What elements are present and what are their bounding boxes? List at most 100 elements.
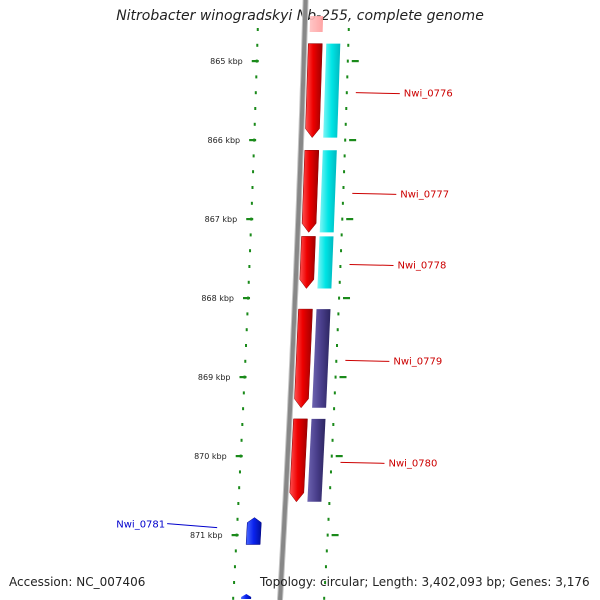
ruler-dot-right [346, 59, 349, 63]
tick-mark [246, 218, 254, 221]
ruler-dot-left [247, 280, 250, 284]
ruler-dot-left [256, 43, 259, 47]
tick-label: 871 kbp [190, 531, 223, 540]
tick-mark [243, 297, 251, 300]
ruler-dot-right [345, 91, 348, 95]
tick-mark-right [339, 376, 347, 379]
ruler-dot-left [254, 107, 257, 110]
ruler-dot-right [346, 75, 349, 79]
tick-mark [235, 455, 243, 458]
gene-arrow[interactable] [305, 43, 323, 139]
ruler-dot-left [249, 249, 252, 253]
ruler-dot-right [343, 154, 346, 158]
ruler-dot-right [332, 423, 335, 426]
ruler-dot-right [336, 344, 339, 347]
tick-mark [231, 534, 239, 537]
ruler-dot-right [328, 502, 331, 505]
ruler-dot-right [340, 233, 343, 237]
ruler-dot-left [237, 502, 240, 505]
ruler-dot-left [233, 581, 236, 584]
ruler-dot-right [326, 533, 329, 537]
ruler-dot-right [324, 581, 327, 584]
ruler-dot-left [238, 486, 241, 490]
ruler-dot-left [242, 391, 245, 395]
tick-label: 865 kbp [210, 57, 243, 66]
tick-label: 870 kbp [194, 452, 227, 461]
ruler-dot-right [334, 375, 337, 379]
ruler-dot-right [344, 138, 347, 142]
tick-label: 866 kbp [208, 136, 241, 145]
tick-label: 867 kbp [205, 215, 238, 224]
ruler-dot-right [341, 201, 344, 205]
ruler-dot-left [242, 407, 245, 411]
ruler-dot-left [232, 596, 235, 600]
tick-label: 869 kbp [198, 373, 231, 382]
topology-text: Topology: circular; Length: 3,402,093 bp… [260, 575, 590, 589]
gene-connector [349, 263, 394, 266]
ruler-dot-right [329, 470, 332, 474]
accession-text: Accession: NC_007406 [9, 575, 146, 589]
tick-mark [249, 139, 257, 142]
gene-label[interactable]: Nwi_0779 [393, 356, 442, 367]
gene-label[interactable]: Nwi_0776 [404, 89, 453, 100]
tick-mark [239, 376, 247, 379]
ruler-dot-left [251, 186, 254, 189]
genome-title: Nitrobacter winogradskyi Nb-255, complet… [116, 8, 484, 24]
gene-label[interactable]: Nwi_0777 [400, 189, 449, 200]
ruler-dot-left [241, 423, 244, 426]
gene-connector [345, 359, 390, 362]
gene-arrow[interactable] [289, 418, 308, 503]
gene-connector [340, 461, 385, 464]
ruler-dot-left [253, 122, 256, 126]
ruler-dot-right [336, 328, 339, 332]
ruler-dot-left [252, 170, 255, 174]
gene-connector [355, 92, 400, 95]
tick-mark-right [349, 139, 357, 142]
ruler-dot-left [249, 233, 252, 237]
ruler-dot-right [343, 170, 346, 174]
ruler-dot-right [337, 312, 340, 316]
ruler-dot-right [341, 217, 344, 221]
ruler-dot-right [335, 359, 338, 363]
gene-connector [167, 523, 218, 529]
ruler-dot-right [331, 438, 334, 442]
ruler-dot-right [324, 565, 327, 569]
ruler-dot-right [344, 122, 347, 126]
gene-label[interactable]: Nwi_0780 [388, 458, 437, 469]
gene-arrow[interactable] [299, 236, 316, 289]
tick-mark-right [351, 60, 359, 63]
gene-track-bar [323, 43, 341, 138]
ruler-dot-right [330, 454, 333, 458]
ruler-dot-left [234, 549, 237, 553]
ruler-dot-right [342, 186, 345, 189]
ruler-dot-right [347, 28, 350, 31]
tick-mark [251, 60, 259, 63]
tick-mark-right [346, 218, 354, 221]
ruler-dot-left [250, 201, 253, 205]
ruler-dot-left [233, 565, 236, 569]
ruler-dot-right [325, 549, 328, 553]
ruler-dot-left [252, 154, 255, 158]
ruler-dot-right [338, 296, 341, 300]
ruler-dot-left [246, 312, 249, 316]
gene-track-bar [319, 150, 337, 233]
ruler-dot-right [339, 265, 342, 268]
ruler-dot-left [255, 75, 258, 79]
ruler-dot-right [333, 407, 336, 411]
gene-track-bar [307, 418, 326, 502]
gene-label[interactable]: Nwi_0781 [116, 520, 165, 531]
gene-arrow[interactable] [294, 308, 313, 409]
gene-label[interactable]: Nwi_0778 [397, 260, 446, 271]
ruler-dot-right [340, 249, 343, 253]
tick-mark-right [331, 534, 339, 537]
ruler-dot-left [238, 470, 241, 474]
ruler-dot-right [327, 517, 330, 521]
ruler-dot-left [245, 328, 248, 332]
ruler-dot-right [347, 43, 350, 47]
gene-arrow-plus[interactable] [245, 517, 262, 545]
tick-label: 868 kbp [201, 294, 234, 303]
ruler-dot-left [236, 517, 239, 521]
gene-arrow[interactable] [301, 150, 320, 233]
ruler-dot-right [333, 391, 336, 395]
